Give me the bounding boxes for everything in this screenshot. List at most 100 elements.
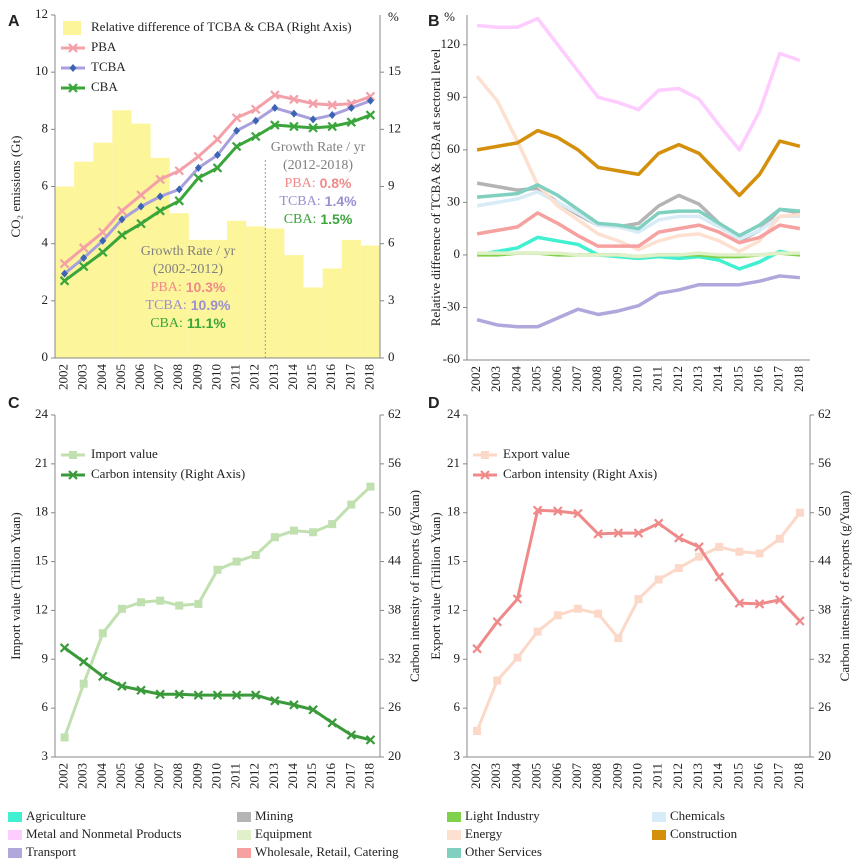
x-tick-label: 2012 [247,364,262,390]
marker-stroke [532,505,543,516]
x-tick-label: 2010 [629,366,644,392]
marker-stroke [212,163,223,173]
legend-label: Agriculture [26,808,86,823]
marker-stroke [365,91,376,102]
point-marker [270,120,280,130]
point-marker [347,103,355,112]
point-marker [573,604,582,613]
series-line [475,511,802,732]
point-marker [155,206,165,216]
legend-label: Light Industry [465,808,540,823]
x-tick-label: 2004 [94,364,109,391]
marker-stroke [472,643,482,654]
marker-stroke [512,594,523,604]
marker-stroke [250,690,261,700]
marker-stroke [136,218,146,229]
point-marker [213,565,222,574]
y-tick-label: 9 [42,650,49,665]
marker-stroke [117,230,127,240]
legend-marker [481,451,489,459]
y-tick-label: 30 [447,193,460,208]
rate-label: PBA: [151,280,182,295]
point-marker [212,134,223,145]
marker-stroke [231,113,242,123]
x-tick-label: 2015 [304,763,319,789]
point-marker [117,681,127,691]
marker-stroke [193,151,204,162]
series-line [477,251,800,259]
legend-label: Carbon intensity (Right Axis) [91,466,245,481]
x-tick-label: 2004 [508,763,523,790]
series-line [476,128,801,198]
point-marker [214,151,221,160]
y-tick-label: 24 [447,406,461,421]
y2-tick-label: 26 [818,699,832,714]
y-tick-label: 21 [35,455,48,470]
marker-stroke [365,110,376,120]
y2-tick-label: 6 [388,235,395,250]
point-marker [754,599,765,609]
point-marker [594,609,603,618]
point-marker [231,141,242,152]
point-marker [674,564,683,573]
marker-stroke [212,134,223,145]
point-marker [79,679,88,688]
y2-tick-label: 44 [818,553,832,568]
legend-label: Other Services [465,844,542,859]
marker-stroke [734,598,745,608]
x-tick-label: 2011 [228,364,243,390]
x-tick-label: 2003 [75,364,90,390]
point-marker [328,520,337,529]
point-marker [174,689,185,700]
x-tick-label: 2009 [609,763,624,789]
x-tick-label: 2011 [650,763,665,789]
point-marker [251,551,260,560]
y-unit: % [444,9,455,24]
marker-stroke [193,173,204,183]
point-marker [512,594,523,604]
point-marker [78,656,89,667]
point-marker [734,598,745,608]
y2-tick-label: 20 [388,748,401,763]
point-marker [795,508,804,517]
legend-swatch [8,812,22,822]
legend-label: Equipment [255,826,312,841]
point-marker [289,526,298,535]
x-tick-label: 2007 [569,366,584,393]
marker-stroke [308,123,318,133]
marker-stroke [593,529,603,539]
x-tick-label: 2014 [710,366,725,393]
point-marker [212,690,223,700]
x-tick-label: 2014 [710,763,725,790]
x-tick-label: 2002 [468,763,483,789]
legend-marker [68,470,78,480]
x-tick-label: 2008 [589,763,604,789]
annotation-text: Growth Rate / yr [271,140,366,155]
y2-tick-label: 44 [388,553,402,568]
x-tick-label: 2003 [488,763,503,789]
y2-tick-label: 50 [818,504,831,519]
x-tick-label: 2008 [170,364,185,390]
bar [360,245,380,358]
marker-stroke [365,735,376,745]
point-marker [614,634,623,643]
y2-unit: % [388,9,399,24]
point-marker [193,173,204,183]
point-marker [270,696,280,706]
point-marker [155,689,165,700]
y-tick-label: -60 [443,351,460,366]
point-marker [99,236,107,245]
x-tick-label: 2005 [113,763,128,789]
x-tick-label: 2011 [228,763,243,789]
marker-stroke [480,470,490,480]
point-marker [774,595,785,605]
marker-stroke [117,206,127,216]
x-tick-label: 2018 [791,366,806,392]
legend-marker [68,83,78,93]
x-tick-label: 2009 [189,364,204,390]
y2-tick-label: 62 [818,406,831,421]
x-tick-label: 2006 [549,763,564,790]
point-marker [365,91,376,102]
legend-swatch [237,848,251,858]
